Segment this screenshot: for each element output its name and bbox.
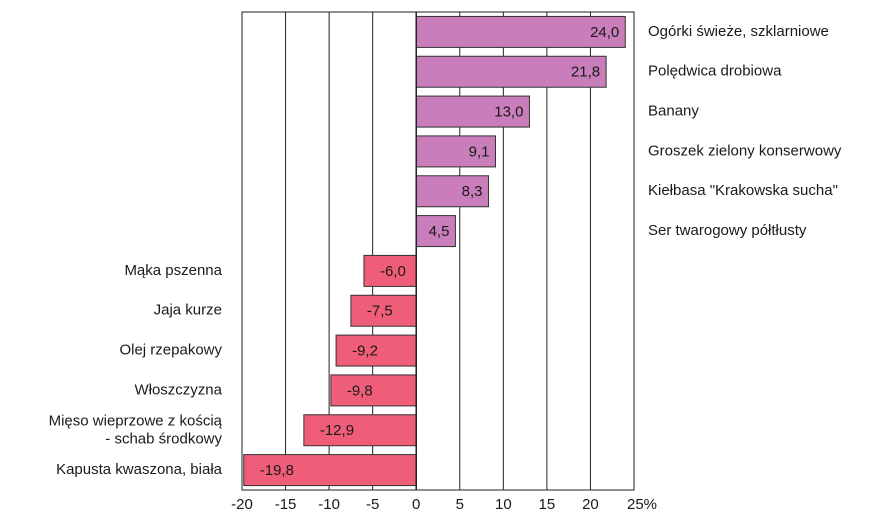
bar (243, 454, 417, 487)
category-label: Ser twarogowy półtłusty (648, 222, 807, 239)
bar (415, 215, 456, 248)
value-label: -6,0 (380, 263, 406, 280)
value-label: -19,8 (260, 462, 294, 479)
x-tick-label: -5 (366, 496, 379, 513)
category-label: Włoszczyzna (134, 381, 222, 398)
x-tick-label: 15 (539, 496, 556, 513)
value-label: 13,0 (494, 104, 523, 121)
bar (415, 175, 490, 208)
x-tick-label: 20 (582, 496, 599, 513)
x-tick-label: -15 (275, 496, 297, 513)
category-label: Olej rzepakowy (119, 342, 222, 359)
x-tick-label: 25% (627, 496, 657, 513)
x-tick-label: 10 (495, 496, 512, 513)
bar (350, 294, 417, 327)
value-label: 24,0 (590, 24, 619, 41)
category-label: Mięso wieprzowe z kością - schab środkowy (49, 412, 223, 447)
value-label: -9,2 (352, 343, 378, 360)
x-tick-label: 5 (456, 496, 464, 513)
category-label: Groszek zielony konserwowy (648, 142, 842, 159)
x-tick-label: -20 (231, 496, 253, 513)
value-label: -12,9 (320, 422, 354, 439)
bar (330, 374, 417, 407)
x-tick-label: -10 (318, 496, 340, 513)
x-tick-label: 0 (412, 496, 420, 513)
category-label: Kiełbasa "Krakowska sucha" (648, 182, 838, 199)
value-label: 21,8 (571, 64, 600, 81)
category-label: Polędwica drobiowa (648, 63, 782, 80)
category-label: Ogórki świeże, szklarniowe (648, 23, 829, 40)
value-label: -7,5 (367, 303, 393, 320)
value-label: 8,3 (462, 183, 483, 200)
category-label: Jaja kurze (154, 302, 222, 319)
category-label: Banany (648, 103, 699, 120)
category-label: Kapusta kwaszona, biała (56, 461, 223, 478)
category-label: Mąka pszenna (124, 262, 222, 279)
value-label: 4,5 (429, 223, 450, 240)
value-label: 9,1 (469, 143, 490, 160)
bar (415, 55, 607, 88)
bar (415, 15, 626, 48)
plot-border (241, 11, 635, 491)
bar (303, 414, 417, 447)
bar (415, 135, 496, 168)
value-label: -9,8 (347, 382, 373, 399)
